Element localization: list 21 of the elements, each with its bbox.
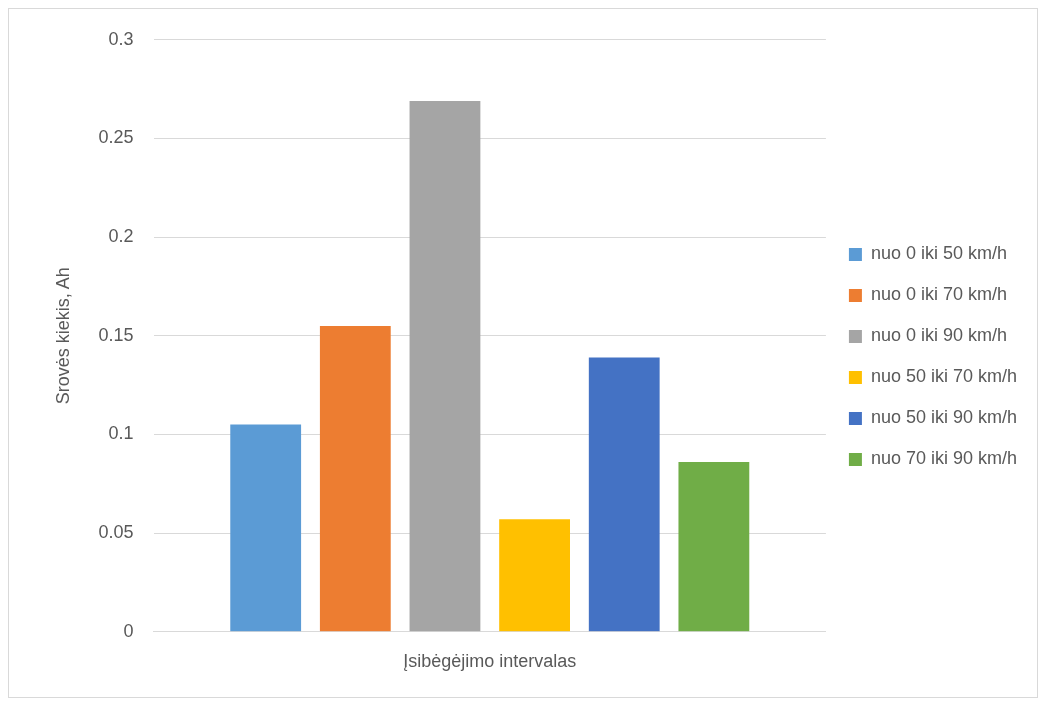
y-tick-label: 0.3 xyxy=(108,28,134,49)
y-axis-title: Srovės kiekis, Ah xyxy=(52,267,73,405)
legend-label: nuo 50 iki 90 km/h xyxy=(870,407,1018,428)
y-tick-label: 0.2 xyxy=(108,226,134,247)
bar xyxy=(678,462,750,632)
bar xyxy=(409,100,481,632)
bar xyxy=(499,519,570,632)
y-tick-label: 0.1 xyxy=(108,423,134,444)
legend-label: nuo 0 iki 70 km/h xyxy=(870,284,1007,305)
legend-label: nuo 0 iki 90 km/h xyxy=(870,325,1007,346)
y-tick-label: 0.25 xyxy=(98,127,134,148)
bar xyxy=(319,325,391,632)
bar xyxy=(588,357,660,632)
y-tick-label: 0.05 xyxy=(98,522,134,543)
y-tick-label: 0.15 xyxy=(98,324,134,345)
legend-label: nuo 70 iki 90 km/h xyxy=(870,448,1018,469)
y-tick-label: 0 xyxy=(123,620,134,641)
bar xyxy=(230,424,302,632)
x-axis-title: Įsibėgėjimo intervalas xyxy=(403,651,577,672)
legend-label: nuo 0 iki 50 km/h xyxy=(870,243,1007,264)
legend-label: nuo 50 iki 70 km/h xyxy=(870,366,1018,387)
